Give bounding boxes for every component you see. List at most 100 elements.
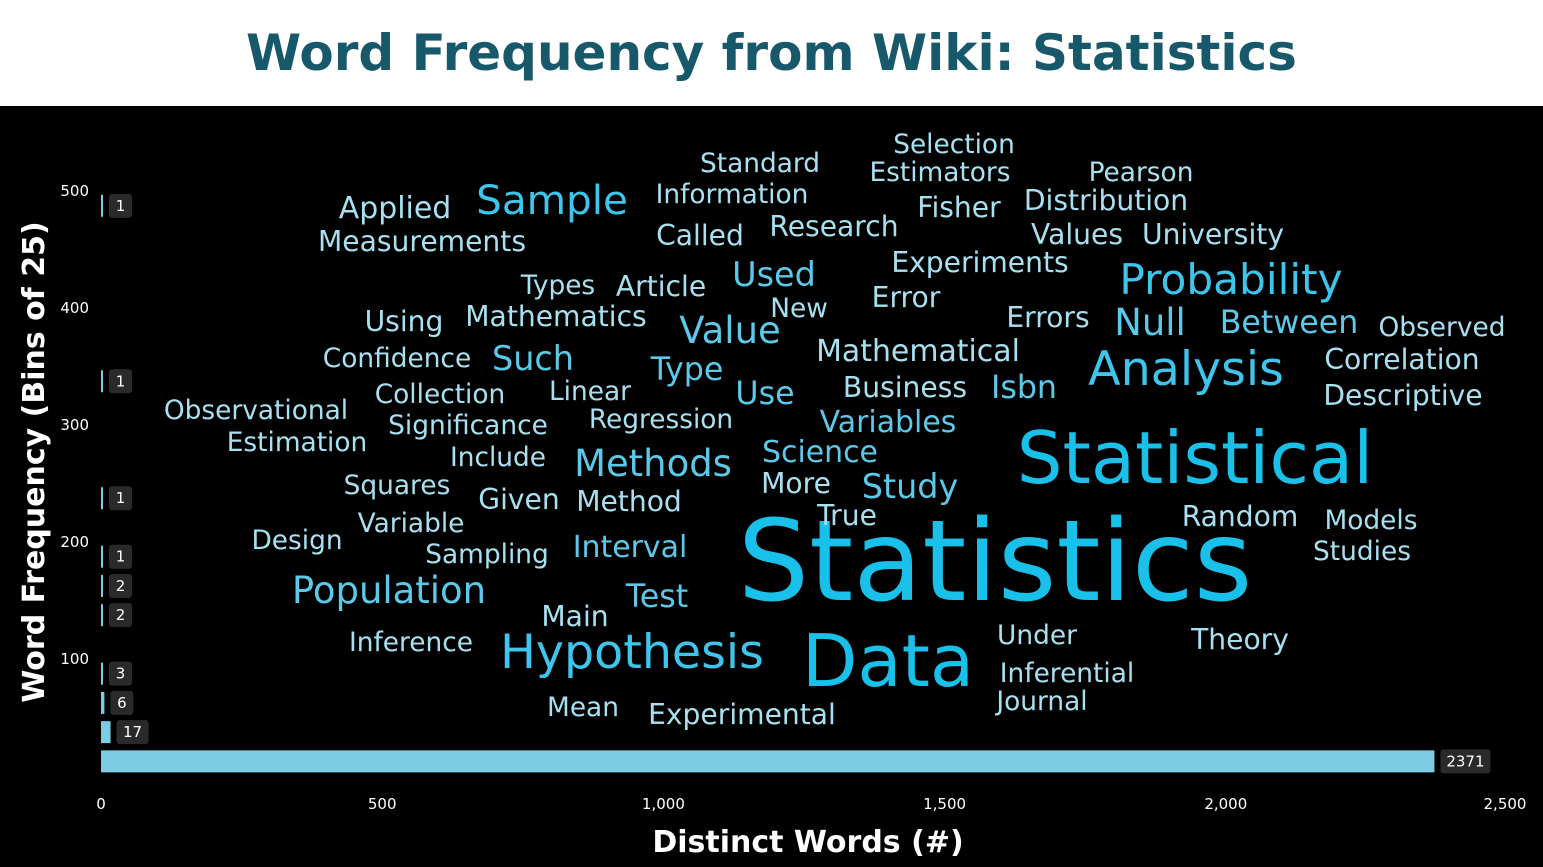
word-descriptive: Descriptive bbox=[1323, 379, 1482, 412]
word-analysis: Analysis bbox=[1088, 342, 1284, 397]
bar-9 bbox=[101, 194, 103, 217]
word-include: Include bbox=[450, 442, 546, 473]
bar-2 bbox=[101, 691, 105, 714]
word-science: Science bbox=[762, 435, 878, 470]
word-value: Value bbox=[679, 309, 780, 352]
bar-label-6: 1 bbox=[116, 548, 126, 566]
word-inference: Inference bbox=[349, 627, 473, 658]
word-values: Values bbox=[1031, 218, 1123, 251]
bar-label-0: 2371 bbox=[1446, 752, 1484, 770]
bar-label-box-0 bbox=[1440, 749, 1491, 774]
word-new: New bbox=[770, 293, 828, 324]
word-business: Business bbox=[843, 371, 967, 404]
word-use: Use bbox=[735, 376, 794, 412]
bar-label-3: 3 bbox=[116, 665, 126, 683]
word-applied: Applied bbox=[339, 191, 451, 226]
x-tick-4: 2,000 bbox=[1204, 795, 1247, 813]
word-probability: Probability bbox=[1119, 255, 1342, 304]
bar-label-4: 2 bbox=[116, 606, 126, 624]
word-given: Given bbox=[478, 483, 559, 516]
word-mathematical: Mathematical bbox=[816, 334, 1020, 369]
bar-label-5: 2 bbox=[116, 577, 126, 595]
bar-label-box-5 bbox=[109, 573, 132, 598]
word-methods: Methods bbox=[574, 442, 732, 485]
y-axis-label: Word Frequency (Bins of 25) bbox=[17, 221, 52, 702]
word-sampling: Sampling bbox=[425, 539, 549, 570]
bar-1 bbox=[101, 721, 111, 744]
word-under: Under bbox=[997, 620, 1077, 651]
bar-label-box-3 bbox=[109, 661, 132, 686]
bar-label-box-1 bbox=[116, 720, 149, 745]
word-confidence: Confidence bbox=[323, 343, 471, 374]
word-mathematics: Mathematics bbox=[465, 300, 646, 333]
bar-label-8: 1 bbox=[116, 372, 126, 390]
word-isbn: Isbn bbox=[991, 370, 1057, 406]
word-random: Random bbox=[1182, 500, 1299, 533]
word-observed: Observed bbox=[1379, 312, 1506, 343]
word-regression: Regression bbox=[589, 404, 733, 435]
word-statistics: Statistics bbox=[738, 495, 1253, 627]
x-tick-0: 0 bbox=[96, 795, 106, 813]
word-theory: Theory bbox=[1190, 623, 1289, 656]
word-study: Study bbox=[862, 467, 959, 506]
y-tick-4: 500 bbox=[60, 182, 89, 200]
word-types: Types bbox=[520, 270, 595, 301]
word-between: Between bbox=[1220, 305, 1359, 341]
word-measurements: Measurements bbox=[318, 225, 526, 258]
word-fisher: Fisher bbox=[917, 191, 1001, 224]
bar-7 bbox=[101, 487, 103, 510]
y-axis-ticks: 100 200 300 400 500 bbox=[60, 182, 89, 668]
word-distribution: Distribution bbox=[1024, 184, 1188, 217]
word-studies: Studies bbox=[1313, 536, 1411, 567]
bar-8 bbox=[101, 370, 103, 393]
x-axis-ticks: 0 500 1,000 1,500 2,000 2,500 bbox=[96, 795, 1526, 813]
word-inferential: Inferential bbox=[1000, 658, 1134, 689]
x-tick-2: 1,000 bbox=[642, 795, 685, 813]
word-interval: Interval bbox=[573, 530, 688, 565]
word-population: Population bbox=[292, 569, 486, 612]
word-design: Design bbox=[251, 525, 342, 556]
word-hypothesis: Hypothesis bbox=[500, 625, 764, 680]
word-type: Type bbox=[650, 352, 724, 388]
word-more: More bbox=[761, 467, 831, 500]
word-data: Data bbox=[802, 620, 974, 704]
bar-6 bbox=[101, 545, 103, 568]
word-called: Called bbox=[656, 219, 744, 252]
word-correlation: Correlation bbox=[1324, 343, 1479, 376]
bar-label-1: 17 bbox=[123, 723, 142, 741]
bar-label-2: 6 bbox=[117, 694, 127, 712]
word-models: Models bbox=[1325, 505, 1418, 536]
word-error: Error bbox=[872, 281, 941, 314]
word-standard: Standard bbox=[700, 148, 820, 179]
bar-label-box-4 bbox=[109, 603, 132, 628]
bar-5 bbox=[101, 574, 103, 597]
bar-label-box-2 bbox=[110, 690, 134, 715]
bar-label-box-6 bbox=[109, 544, 132, 569]
word-information: Information bbox=[656, 179, 809, 210]
bar-label-9: 1 bbox=[116, 197, 126, 215]
word-using: Using bbox=[365, 305, 444, 338]
word-research: Research bbox=[769, 210, 898, 243]
y-tick-3: 400 bbox=[60, 299, 89, 317]
bar-0 bbox=[101, 750, 1435, 773]
word-statistical: Statistical bbox=[1017, 417, 1374, 501]
word-errors: Errors bbox=[1006, 301, 1089, 334]
word-linear: Linear bbox=[549, 376, 631, 407]
word-test: Test bbox=[625, 579, 688, 615]
x-tick-5: 2,500 bbox=[1484, 795, 1527, 813]
word-variables: Variables bbox=[820, 405, 957, 440]
chart-title: Word Frequency from Wiki: Statistics bbox=[246, 24, 1297, 82]
bar-series: 2371 17 6 3 2 2 1 1 1 1 bbox=[101, 193, 1491, 774]
word-experimental: Experimental bbox=[648, 698, 836, 731]
plot-area bbox=[0, 106, 1543, 867]
bar-3 bbox=[101, 662, 103, 685]
x-tick-3: 1,500 bbox=[923, 795, 966, 813]
word-significance: Significance bbox=[388, 410, 548, 441]
word-sample: Sample bbox=[476, 176, 628, 224]
word-university: University bbox=[1142, 218, 1284, 251]
word-collection: Collection bbox=[375, 379, 506, 410]
word-variable: Variable bbox=[358, 508, 465, 539]
word-observational: Observational bbox=[164, 395, 348, 426]
word-mean: Mean bbox=[547, 692, 619, 723]
